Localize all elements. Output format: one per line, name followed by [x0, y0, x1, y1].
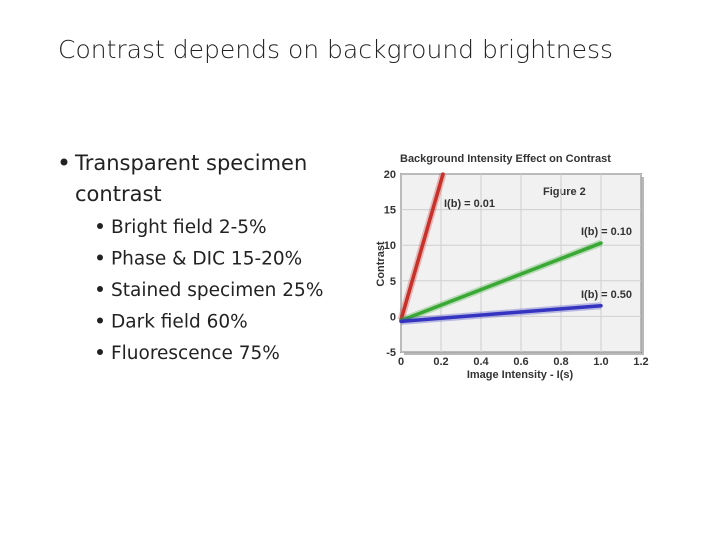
y-tick-label: 15: [384, 205, 396, 217]
bullet-dot: [97, 254, 103, 261]
x-tick-label: 0.8: [553, 356, 568, 368]
bullet-dot: [97, 223, 103, 229]
subbullet-text: Stained specimen 25%: [111, 280, 323, 301]
x-tick-label: 0.4: [473, 356, 489, 368]
x-axis-label: Image Intensity - I(s): [467, 369, 574, 381]
y-tick-label: 20: [384, 169, 396, 181]
bullet-dot: [60, 158, 68, 166]
line: [399, 303, 603, 324]
series-label: I(b) = 0.01: [444, 198, 495, 210]
bullet-dot: [97, 317, 103, 324]
x-tick-label: 0.2: [433, 356, 448, 368]
y-tick-label: 5: [390, 276, 396, 288]
y-tick-label: 0: [390, 311, 396, 323]
x-tick-label: 1.2: [633, 356, 648, 368]
series-label: I(b) = 0.10: [581, 226, 632, 238]
bullet-dot: [97, 349, 103, 355]
y-axis-label: Contrast: [375, 241, 387, 287]
line: [399, 241, 603, 323]
x-tick-label: 1.0: [593, 356, 608, 368]
x-tick-label: 0: [398, 356, 404, 368]
bullet-text: Transparent specimen contrast: [74, 151, 307, 206]
chart-title: Background Intensity Effect on Contrast: [400, 153, 611, 165]
y-tick-label: -5: [386, 347, 396, 359]
y-tick-label: 10: [384, 240, 396, 252]
subbullets: Bright field 2-5% Phase & DIC 15-20% Stain…: [97, 217, 323, 364]
subbullet-text: Fluorescence 75%: [111, 343, 280, 364]
annotation: Figure 2: [543, 186, 586, 198]
subbullet-text: Dark field 60%: [111, 312, 248, 333]
bullet-dot: [97, 286, 103, 292]
line: [399, 172, 445, 322]
subbullet-text: Bright field 2-5%: [111, 217, 267, 238]
x-tick-label: 0.6: [513, 356, 528, 368]
subbullet-text: Phase & DIC 15-20%: [111, 249, 302, 270]
series-label: I(b) = 0.50: [581, 289, 632, 301]
slide-title: Contrast depends on background brightnes…: [58, 35, 613, 64]
